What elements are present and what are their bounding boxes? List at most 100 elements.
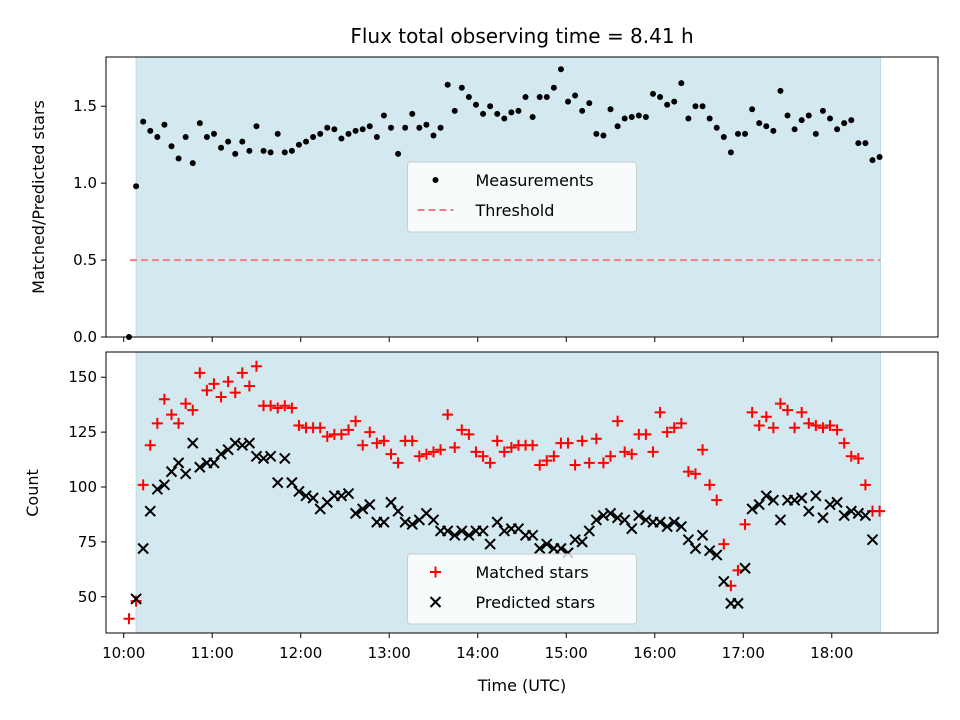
matched-stars-point xyxy=(753,420,765,432)
measurement-point xyxy=(649,90,656,97)
matched-stars-point xyxy=(144,439,156,451)
matched-stars-point xyxy=(739,518,751,530)
matched-stars-point xyxy=(229,387,241,399)
predicted-stars-point xyxy=(151,483,164,495)
matched-stars-point xyxy=(718,538,730,550)
predicted-stars-point xyxy=(795,492,808,504)
matched-stars-point xyxy=(201,384,213,396)
matched-stars-point xyxy=(137,479,149,491)
matched-stars-point xyxy=(130,595,142,607)
predicted-stars-point xyxy=(866,533,879,546)
predicted-stars-point xyxy=(158,479,171,491)
matched-stars-point xyxy=(682,466,694,478)
matched-stars-point xyxy=(831,424,843,436)
measurement-point xyxy=(303,138,310,145)
predicted-stars-point xyxy=(845,505,857,517)
predicted-stars-point xyxy=(364,498,376,511)
predicted-stars-point xyxy=(838,509,850,522)
measurement-point xyxy=(614,123,621,130)
measurement-point xyxy=(423,121,430,128)
matched-stars-point xyxy=(767,422,779,434)
legend-label: Matched stars xyxy=(476,563,589,582)
predicted-stars-point xyxy=(236,439,249,452)
predicted-stars-point xyxy=(342,487,355,500)
predicted-stars-point xyxy=(732,597,744,610)
bottom-x-tick-label: 17:00 xyxy=(722,644,765,662)
bottom-series-1 xyxy=(130,437,879,610)
matched-stars-point xyxy=(689,468,701,480)
predicted-stars-point xyxy=(264,450,277,462)
measurement-point xyxy=(664,101,671,108)
matched-stars-point xyxy=(286,402,298,414)
predicted-stars-point xyxy=(279,452,291,465)
measurement-point xyxy=(444,81,451,88)
measurement-point xyxy=(628,114,635,120)
measurement-point xyxy=(579,107,586,114)
measurement-point xyxy=(147,127,154,134)
measurement-point xyxy=(388,124,395,131)
matched-stars-point xyxy=(576,435,588,447)
matched-stars-point xyxy=(463,428,475,440)
matched-stars-point xyxy=(236,367,248,379)
matched-stars-point xyxy=(541,455,553,467)
matched-stars-point xyxy=(321,431,333,443)
matched-stars-point xyxy=(852,452,864,464)
matched-stars-point xyxy=(442,409,454,421)
top-y-tick-label: 1.5 xyxy=(73,97,97,115)
measurement-point xyxy=(522,94,529,100)
top-series-0 xyxy=(126,66,883,340)
measurement-point xyxy=(720,134,727,140)
measurement-point xyxy=(543,94,550,100)
predicted-stars-point xyxy=(576,536,588,548)
bottom-y-tick-label: 100 xyxy=(68,478,97,496)
measurement-point xyxy=(798,117,805,124)
measurement-point xyxy=(260,147,267,154)
predicted-stars-point xyxy=(654,516,666,528)
predicted-stars-point xyxy=(774,514,787,526)
predicted-stars-point xyxy=(498,525,511,537)
measurement-point xyxy=(862,140,869,147)
matched-stars-point xyxy=(406,435,418,447)
predicted-stars-point xyxy=(689,542,702,555)
matched-stars-point xyxy=(123,613,135,625)
predicted-stars-point xyxy=(385,496,397,509)
matched-stars-point xyxy=(378,435,390,447)
predicted-stars-point xyxy=(817,512,829,524)
measurement-point xyxy=(331,126,338,133)
predicted-stars-point xyxy=(463,529,475,542)
matched-stars-point xyxy=(647,446,659,458)
bottom-x-tick-label: 14:00 xyxy=(456,644,499,662)
measurement-point xyxy=(706,115,713,122)
predicted-stars-point xyxy=(583,525,595,537)
bottom-y-tick-label: 125 xyxy=(68,423,97,441)
measurement-point xyxy=(713,124,720,131)
matched-stars-point xyxy=(420,448,432,460)
measurement-point xyxy=(154,134,161,140)
predicted-stars-point xyxy=(803,505,815,517)
matched-stars-point xyxy=(498,446,510,458)
matched-stars-point xyxy=(505,441,517,453)
matched-stars-point xyxy=(605,450,617,462)
bottom-plot-area: 50 75 100 125 150 10:00 11:00 12:00 13:00 14:00 15… xyxy=(68,351,939,662)
matched-stars-point xyxy=(562,437,574,449)
predicted-stars-point xyxy=(753,498,765,511)
measurement-point xyxy=(869,157,876,164)
predicted-stars-point xyxy=(824,498,836,511)
matched-stars-point xyxy=(612,415,624,427)
predicted-stars-point xyxy=(172,457,185,469)
matched-stars-point xyxy=(173,417,185,429)
measurement-point xyxy=(791,126,798,133)
measurement-point xyxy=(600,132,607,139)
measurement-point xyxy=(189,160,196,167)
matched-stars-point xyxy=(626,448,638,460)
measurement-point xyxy=(281,149,288,156)
measurement-point xyxy=(770,127,777,134)
predicted-stars-point xyxy=(555,542,567,555)
measurement-point xyxy=(536,94,543,100)
matched-stars-point xyxy=(668,422,680,434)
predicted-stars-point xyxy=(250,450,263,462)
legend-marker-plus xyxy=(430,566,441,578)
predicted-stars-point xyxy=(187,437,199,449)
measurement-point xyxy=(409,110,416,117)
matched-stars-point xyxy=(470,446,482,458)
